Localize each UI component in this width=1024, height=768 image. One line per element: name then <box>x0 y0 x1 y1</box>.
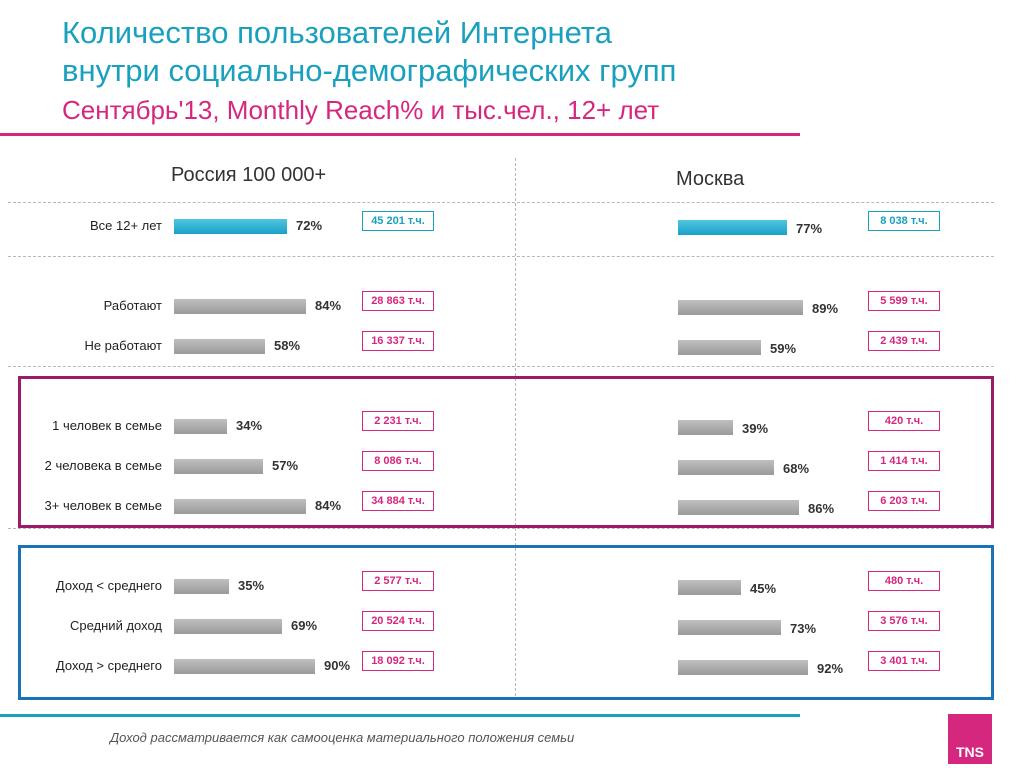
count-label: 1 414 т.ч. <box>868 451 940 471</box>
bar-moscow <box>678 580 741 595</box>
row-label: Доход < среднего <box>55 578 162 593</box>
row-label: Средний доход <box>69 618 162 633</box>
value-label: 59% <box>770 341 797 356</box>
count-label: 2 231 т.ч. <box>362 411 434 431</box>
value-label: 77% <box>796 221 823 236</box>
count-label: 18 092 т.ч. <box>362 651 434 671</box>
row-label: 3+ человек в семье <box>44 498 162 513</box>
title-line-1: Количество пользователей Интернета <box>62 15 612 50</box>
tns-logo: TNS <box>948 714 992 764</box>
bar-moscow <box>678 340 761 355</box>
bar-russia <box>174 579 229 594</box>
row-label: Работают <box>103 298 162 313</box>
value-label: 73% <box>790 621 817 636</box>
bar-moscow <box>678 220 787 235</box>
count-label: 5 599 т.ч. <box>868 291 940 311</box>
value-label: 69% <box>291 618 318 633</box>
value-label: 45% <box>750 581 777 596</box>
value-label: 84% <box>315 498 342 513</box>
count-label: 20 524 т.ч. <box>362 611 434 631</box>
value-label: 89% <box>812 301 839 316</box>
bar-russia <box>174 299 306 314</box>
bar-moscow <box>678 660 808 675</box>
bar-moscow <box>678 460 774 475</box>
value-label: 90% <box>324 658 351 673</box>
count-label: 3 576 т.ч. <box>868 611 940 631</box>
count-label: 16 337 т.ч. <box>362 331 434 351</box>
row-label: 1 человек в семье <box>52 418 162 433</box>
row-label: Доход > среднего <box>55 658 162 673</box>
row-divider <box>8 256 994 257</box>
row-label: Не работают <box>84 338 162 353</box>
chart-subtitle: Сентябрь'13, Monthly Reach% и тыс.чел., … <box>62 95 660 125</box>
value-label: 39% <box>742 421 769 436</box>
value-label: 68% <box>783 461 810 476</box>
value-label: 57% <box>272 458 299 473</box>
bar-moscow <box>678 500 799 515</box>
row-divider <box>8 202 994 203</box>
family-size-group-frame <box>18 376 994 528</box>
count-label: 8 086 т.ч. <box>362 451 434 471</box>
bar-moscow <box>678 420 733 435</box>
region-title-moscow: Москва <box>676 168 745 190</box>
count-label: 45 201 т.ч. <box>362 211 434 231</box>
bar-russia <box>174 419 227 434</box>
value-label: 72% <box>296 218 323 233</box>
column-divider <box>515 158 516 696</box>
bar-russia <box>174 499 306 514</box>
row-divider <box>8 528 994 529</box>
count-label: 8 038 т.ч. <box>868 211 940 231</box>
count-label: 34 884 т.ч. <box>362 491 434 511</box>
row-label: Все 12+ лет <box>89 218 162 233</box>
chart-title: Количество пользователей Интернета внутр… <box>62 14 676 90</box>
count-label: 480 т.ч. <box>868 571 940 591</box>
bar-russia <box>174 659 315 674</box>
value-label: 92% <box>817 661 844 676</box>
value-label: 58% <box>274 338 301 353</box>
footer-divider <box>0 714 800 717</box>
count-label: 3 401 т.ч. <box>868 651 940 671</box>
row-divider <box>8 366 994 367</box>
footnote: Доход рассматривается как самооценка мат… <box>110 730 575 745</box>
value-label: 86% <box>808 501 835 516</box>
region-title-russia: Россия 100 000+ <box>171 164 327 186</box>
bar-russia <box>174 459 263 474</box>
count-label: 2 577 т.ч. <box>362 571 434 591</box>
bar-russia <box>174 219 287 234</box>
title-line-2: внутри социально-демографических групп <box>62 53 677 88</box>
header-divider <box>0 133 800 136</box>
tns-logo-text: TNS <box>956 744 984 760</box>
bar-russia <box>174 619 282 634</box>
value-label: 35% <box>238 578 265 593</box>
income-group-frame <box>18 545 994 700</box>
bar-moscow <box>678 620 781 635</box>
bar-moscow <box>678 300 803 315</box>
count-label: 6 203 т.ч. <box>868 491 940 511</box>
bar-russia <box>174 339 265 354</box>
count-label: 420 т.ч. <box>868 411 940 431</box>
value-label: 84% <box>315 298 342 313</box>
count-label: 28 863 т.ч. <box>362 291 434 311</box>
row-label: 2 человека в семье <box>44 458 162 473</box>
count-label: 2 439 т.ч. <box>868 331 940 351</box>
value-label: 34% <box>236 418 263 433</box>
